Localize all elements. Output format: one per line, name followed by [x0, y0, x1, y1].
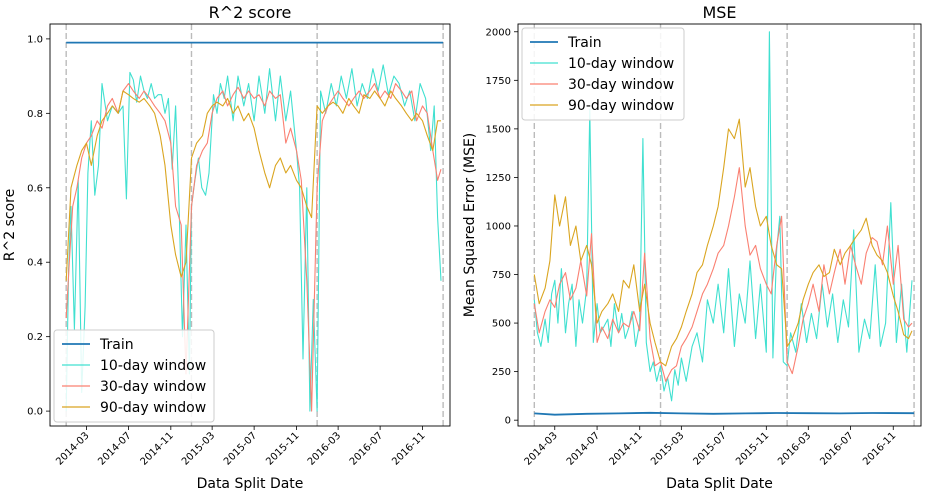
x-tick-label: 2016-03: [776, 430, 813, 467]
y-tick-label: 0.8: [27, 109, 43, 120]
legend: Train 10-day window 30-day window 90-day wi…: [521, 27, 685, 121]
x-tick-label: 2014-11: [139, 430, 176, 467]
series-line-w10: [533, 31, 913, 402]
x-tick-label: 2015-11: [264, 430, 301, 467]
y-tick-label: 0.2: [27, 332, 43, 343]
legend-label: 90-day window: [568, 98, 674, 114]
y-axis-label: R^2 score: [2, 189, 18, 261]
y-tick-label: 1500: [486, 124, 511, 135]
r2-chart: R^2 score Data Split Date R^2 score 0.0 0.2 0…: [2, 3, 451, 492]
x-axis-label: Data Split Date: [666, 476, 773, 492]
x-tick-label: 2016-11: [861, 430, 898, 467]
y-tick-label: 750: [492, 270, 511, 281]
x-tick-label: 2015-03: [180, 430, 217, 467]
x-tick-label: 2014-03: [54, 430, 91, 467]
chart-title: R^2 score: [209, 3, 292, 22]
y-tick-label: 1250: [486, 173, 511, 184]
x-tick-label: 2015-03: [649, 430, 686, 467]
x-tick-label: 2016-03: [306, 430, 343, 467]
plot-area: [65, 41, 444, 412]
series-line-w30: [65, 83, 442, 412]
plot-area: [533, 31, 915, 416]
legend-label: Train: [567, 35, 602, 51]
y-tick-label: 0.0: [27, 407, 43, 418]
legend-box: [53, 329, 215, 423]
x-tick-label: 2014-07: [96, 430, 133, 467]
y-tick-label: 500: [492, 319, 511, 330]
y-axis-label: Mean Squared Error (MSE): [462, 133, 478, 318]
legend-label: 10-day window: [568, 56, 674, 72]
mse-chart: MSE Data Split Date Mean Squared Error (MS…: [462, 3, 922, 492]
legend-label: Train: [99, 337, 134, 353]
y-tick-label: 2000: [486, 27, 511, 38]
x-tick-label: 2016-07: [818, 430, 855, 467]
x-tick-label: 2015-07: [222, 430, 259, 467]
legend-label: 90-day window: [100, 400, 206, 416]
x-tick-label: 2014-07: [565, 430, 602, 467]
x-axis-label: Data Split Date: [197, 476, 304, 492]
x-tick-label: 2014-03: [523, 430, 560, 467]
legend: Train 10-day window 30-day window 90-day wi…: [53, 329, 215, 423]
y-tick-label: 0.4: [27, 258, 43, 269]
legend-label: 30-day window: [100, 379, 206, 395]
chart-title: MSE: [702, 3, 736, 22]
x-tick-label: 2016-07: [348, 430, 385, 467]
y-tick-label: 0: [505, 416, 511, 427]
axes-frame: [517, 23, 922, 427]
y-tick-label: 0.6: [27, 183, 43, 194]
axes-frame: [49, 23, 451, 427]
y-tick-label: 1750: [486, 76, 511, 87]
x-tick-label: 2014-11: [608, 430, 645, 467]
series-line-w90: [533, 118, 913, 367]
x-tick-label: 2016-11: [390, 430, 427, 467]
y-tick-label: 1000: [486, 221, 511, 232]
series-line-w90: [65, 90, 441, 281]
y-tick-label: 1.0: [27, 34, 43, 45]
x-tick-label: 2015-07: [691, 430, 728, 467]
legend-box: [521, 27, 685, 121]
y-tick-label: 250: [492, 367, 511, 378]
x-tick-label: 2015-11: [734, 430, 771, 467]
series-line-train: [534, 411, 915, 416]
legend-label: 30-day window: [568, 77, 674, 93]
legend-label: 10-day window: [100, 358, 206, 374]
